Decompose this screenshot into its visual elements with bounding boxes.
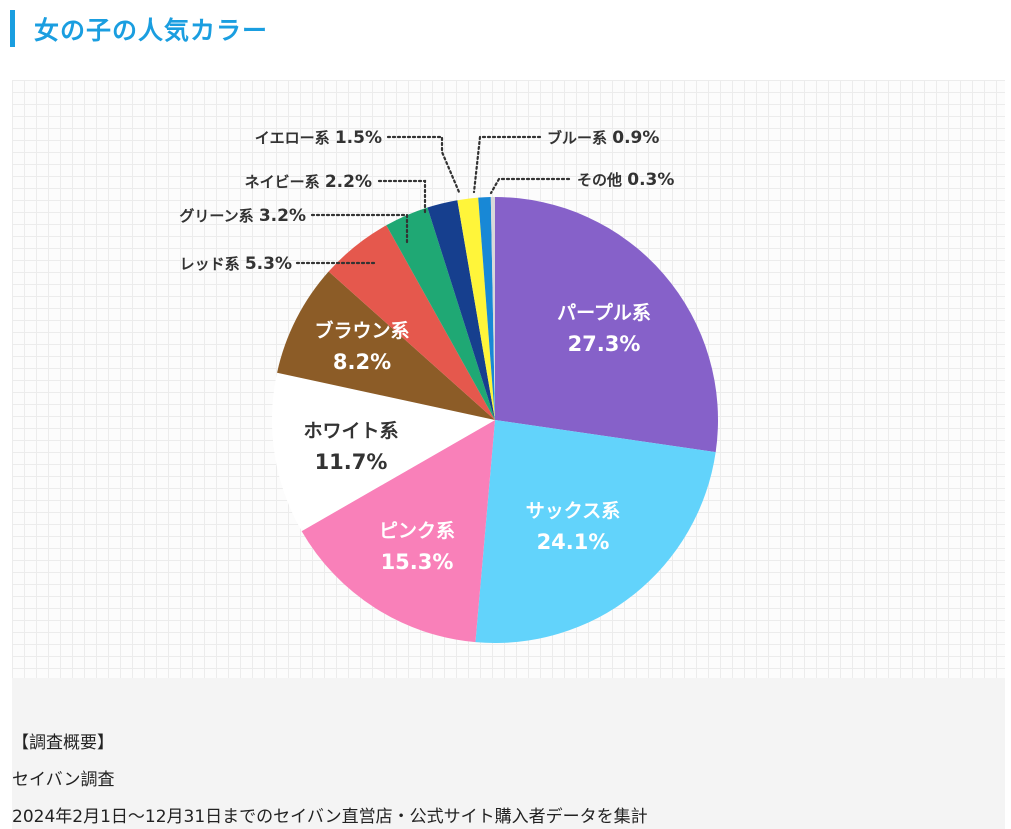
slice-label-value-2: 24.1% [537, 530, 610, 554]
heading-accent-bar [10, 10, 15, 47]
pie-slice-4 [271, 372, 495, 532]
slice-label-value-3: 15.3% [381, 550, 454, 574]
callout-label-11: その他 0.3% [577, 170, 674, 190]
summary-source: セイバン調査 [12, 770, 115, 790]
slice-label-name-5: ブラウン系 [314, 319, 409, 342]
leader-line-7 [310, 213, 409, 247]
slice-label-name-1: パープル系 [557, 301, 651, 324]
callout-label-8: ネイビー系 2.2% [245, 172, 372, 192]
page-title: 女の子の人気カラー [34, 15, 269, 45]
pie-slice-10 [478, 197, 495, 420]
section-heading: 女の子の人気カラー [10, 10, 268, 47]
slice-label-name-3: ピンク系 [379, 520, 455, 542]
pie-slice-8 [427, 200, 495, 420]
callout-value-11: 0.3% [627, 170, 674, 190]
survey-summary: 【調査概要】 セイバン調査 2024年2月1日〜12月31日までのセイバン直営店… [12, 678, 1005, 829]
callout-value-6: 5.3% [245, 254, 292, 274]
callout-name-11: その他 [577, 171, 627, 189]
leader-line-8 [377, 179, 427, 215]
callout-label-7: グリーン系 3.2% [179, 206, 306, 226]
slice-label-value-5: 8.2% [333, 350, 391, 374]
pie-slice-9 [457, 197, 495, 420]
callout-name-7: グリーン系 [179, 207, 258, 225]
callout-name-6: レッド系 [180, 255, 245, 273]
leader-line-11 [489, 177, 571, 195]
pie-slice-6 [328, 225, 495, 420]
callout-name-9: イエロー系 [255, 129, 335, 147]
callout-value-7: 3.2% [259, 206, 306, 226]
callout-value-8: 2.2% [325, 172, 372, 192]
pie-slice-11 [490, 197, 495, 420]
summary-heading: 【調査概要】 [12, 733, 114, 753]
callout-label-6: レッド系 5.3% [180, 254, 292, 274]
callout-name-8: ネイビー系 [245, 173, 325, 191]
pie-slice-2 [475, 420, 716, 644]
summary-description: 2024年2月1日〜12月31日までのセイバン直営店・公式サイト購入者データを集… [12, 807, 648, 827]
slice-label-value-1: 27.3% [568, 332, 641, 356]
pie-slice-3 [301, 420, 495, 643]
callout-name-10: ブルー系 [547, 129, 612, 147]
leader-line-10 [472, 135, 542, 194]
chart-panel: パープル系 27.3% サックス系 24.1% ピンク系 15.3% ホワイト系 11.7% ブ… [12, 80, 1005, 678]
slice-label-name-4: ホワイト系 [303, 420, 398, 442]
callout-value-9: 1.5% [335, 128, 382, 148]
pie-slice-1 [495, 197, 719, 453]
pie-slice-7 [386, 207, 495, 420]
pie-slice-5 [277, 271, 495, 420]
slice-label-name-2: サックス系 [526, 500, 620, 522]
callout-label-9: イエロー系 1.5% [255, 128, 382, 148]
callout-label-10: ブルー系 0.9% [547, 128, 659, 148]
leader-line-9 [386, 135, 461, 194]
pie-chart: パープル系 27.3% サックス系 24.1% ピンク系 15.3% ホワイト系 11.7% ブ… [179, 128, 719, 644]
callout-value-10: 0.9% [612, 128, 659, 148]
slice-label-value-4: 11.7% [315, 450, 388, 474]
